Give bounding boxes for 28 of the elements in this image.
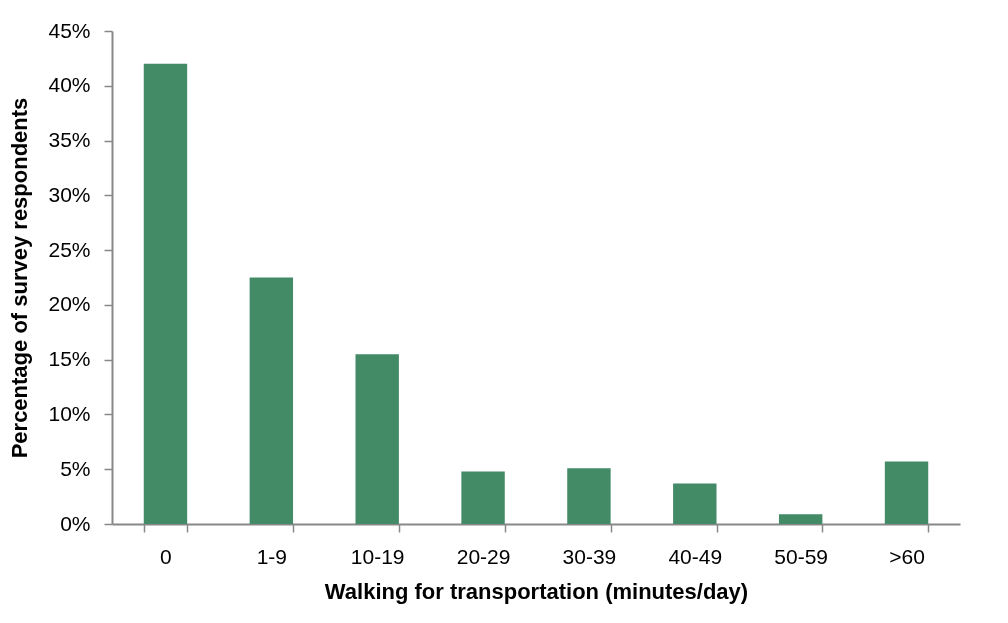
- x-tick-label: >60: [889, 544, 925, 568]
- x-tick-label: 1-9: [256, 544, 288, 568]
- x-axis-title: Walking for transportation (minutes/day): [324, 578, 749, 604]
- bar: [461, 471, 505, 524]
- y-axis-title: Percentage of survey respondents: [7, 97, 33, 459]
- bar: [355, 354, 399, 524]
- x-tick-label: 10-19: [350, 544, 405, 568]
- x-tick-label: 0: [160, 544, 172, 568]
- y-tick-label: 30%: [48, 182, 91, 206]
- bar: [249, 277, 294, 524]
- y-tick-label: 25%: [48, 237, 91, 261]
- x-tick-label: 40-49: [668, 544, 723, 568]
- y-tick-label: 40%: [48, 73, 91, 97]
- y-tick-label: 10%: [48, 401, 91, 425]
- bar: [567, 468, 611, 524]
- y-tick-label: 35%: [48, 128, 91, 152]
- x-tick-label: 30-39: [562, 544, 617, 568]
- bar: [778, 514, 823, 524]
- bar: [673, 483, 717, 524]
- x-tick-label: 20-29: [456, 544, 511, 568]
- y-tick-label: 15%: [48, 347, 91, 371]
- y-tick-label: 20%: [48, 292, 91, 316]
- y-tick-label: 5%: [60, 456, 91, 480]
- bar: [143, 63, 188, 524]
- bar: [884, 461, 929, 524]
- y-tick-label: 45%: [48, 18, 91, 42]
- x-tick-label: 50-59: [774, 544, 829, 568]
- y-tick-label: 0%: [60, 511, 91, 535]
